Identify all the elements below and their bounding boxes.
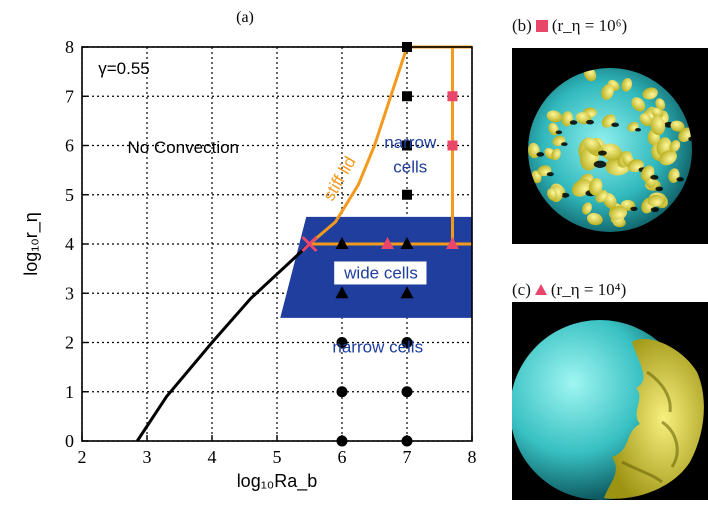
y-tick-label: 4 — [65, 234, 74, 254]
yellow-blob — [670, 120, 685, 132]
dark-gap — [597, 150, 607, 156]
yellow-blob — [600, 143, 623, 161]
panel-c-image — [510, 302, 708, 500]
x-tick-label: 6 — [338, 447, 347, 467]
x-tick-label: 5 — [273, 447, 282, 467]
panel-c-title: (c) (r_η = 10⁴) — [512, 280, 626, 300]
y-tick-label: 5 — [65, 185, 74, 205]
yellow-blob — [546, 110, 562, 123]
yellow-blob — [608, 205, 628, 220]
dark-gap — [688, 136, 692, 142]
dark-gap — [561, 142, 568, 147]
data-point-circle — [401, 386, 413, 398]
dark-gap — [546, 172, 554, 177]
data-point-square — [447, 140, 458, 151]
x-tick-label: 7 — [403, 447, 412, 467]
yellow-blob — [589, 178, 603, 196]
panel-c-label: (c) — [512, 280, 531, 299]
y-tick-label: 8 — [65, 37, 74, 57]
data-point-cross — [301, 235, 318, 253]
yellow-blob — [639, 113, 653, 127]
curve-layer — [135, 45, 472, 442]
panel-b-label: (b) — [512, 16, 532, 35]
dark-gap — [611, 122, 619, 128]
data-point-square — [402, 189, 412, 200]
narrow-top-label-2: cells — [393, 158, 427, 177]
data-point-triangle — [335, 237, 349, 249]
data-point-circle — [336, 386, 348, 398]
gamma-annotation: γ=0.55 — [98, 59, 150, 78]
yellow-blob — [621, 78, 633, 92]
dark-gap — [536, 152, 545, 157]
yellow-blob — [547, 188, 558, 201]
yellow-blob — [586, 212, 603, 226]
dark-gap — [586, 119, 594, 125]
yellow-blob — [583, 137, 602, 153]
dark-gap — [560, 192, 570, 198]
yellow-blob — [650, 115, 666, 136]
y-tick-label: 0 — [65, 431, 74, 451]
wide-cells-label: wide cells — [343, 263, 418, 282]
sphere-narrow-cells-icon — [528, 68, 692, 232]
dark-gap — [635, 128, 642, 132]
no-convection-label: No Convection — [128, 138, 240, 157]
data-point-triangle — [335, 286, 349, 299]
data-point-triangle — [400, 237, 414, 249]
narrow-cells-bottom-label: narrow cells — [332, 337, 423, 356]
marker-layer — [301, 42, 459, 447]
data-point-square — [447, 91, 458, 102]
yellow-blob — [659, 150, 677, 166]
dark-gap — [555, 130, 563, 135]
y-axis-label: log₁₀r_η — [21, 212, 42, 276]
yellow-blob — [669, 139, 681, 153]
y-tick-label: 7 — [65, 86, 74, 106]
y-tick-label: 1 — [65, 382, 74, 402]
panel-c-formula: (r_η = 10⁴) — [550, 280, 627, 299]
data-point-square — [402, 91, 412, 102]
data-point-square — [402, 140, 412, 151]
x-tick-label: 2 — [78, 447, 87, 467]
dark-gap — [650, 174, 659, 180]
yellow-blob — [642, 87, 658, 100]
stiff-lid-curve — [308, 46, 409, 246]
yellow-blob — [647, 194, 664, 207]
yellow-blob — [601, 84, 614, 100]
data-point-circle — [336, 337, 348, 348]
panel-a-label: (a) — [236, 9, 254, 26]
sphere-wide-cells-icon — [510, 320, 704, 500]
stiff-lid-label: stiff lid — [319, 153, 359, 204]
data-point-triangle — [446, 237, 459, 249]
tick-layer: 2 3 4 5 6 7 8 0 1 2 3 4 5 6 7 8 — [65, 37, 477, 467]
yellow-blob — [582, 202, 592, 215]
panel-b-formula: (r_η = 10⁶) — [551, 16, 628, 35]
triangle-marker-icon — [534, 284, 547, 295]
yellow-blob — [651, 107, 664, 118]
x-tick-label: 8 — [468, 447, 477, 467]
yellow-blob — [631, 97, 646, 112]
y-tick-label: 2 — [65, 333, 74, 353]
dark-gap — [650, 207, 660, 213]
dark-gap — [655, 186, 664, 192]
yellow-blob — [655, 98, 666, 111]
narrow-top-label-1: narrow — [384, 133, 437, 152]
x-axis-label: log₁₀Ra_b — [237, 471, 318, 492]
onset-curve — [135, 242, 311, 442]
panel-b-image — [512, 48, 708, 244]
square-marker-icon — [535, 20, 548, 32]
dark-gap — [593, 160, 607, 168]
x-tick-label: 4 — [208, 447, 217, 467]
x-tick-label: 3 — [143, 447, 152, 467]
yellow-blob — [551, 148, 561, 161]
y-tick-label: 3 — [65, 283, 74, 303]
data-point-circle — [401, 337, 413, 348]
panel-b-title: (b) (r_η = 10⁶) — [512, 16, 627, 36]
dark-gap — [569, 120, 578, 125]
dark-gap — [630, 206, 638, 212]
data-point-triangle — [400, 286, 414, 299]
data-point-triangle — [381, 237, 394, 249]
wide-cells-label-box — [334, 261, 427, 285]
dark-gap — [676, 177, 684, 182]
y-tick-label: 6 — [65, 136, 74, 156]
